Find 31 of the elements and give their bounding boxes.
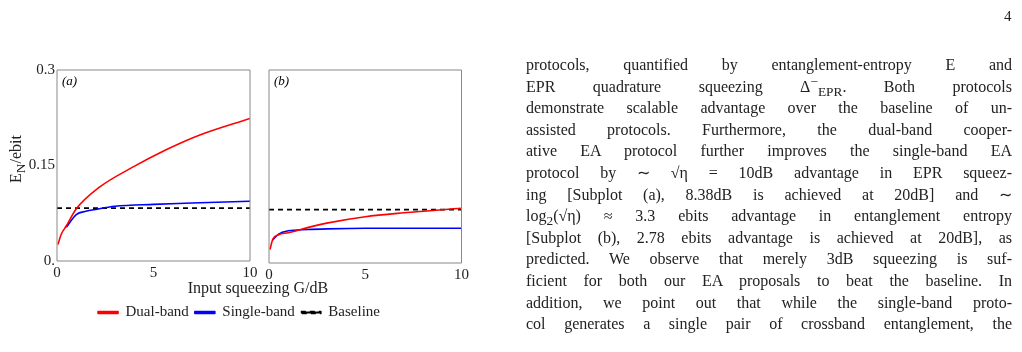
x-tick-label: 5 <box>149 263 158 280</box>
text: protocols, quantified by entanglement-entropy E and <box>526 56 1012 73</box>
text: demonstrate scalable advantage over the baseline of un- <box>526 98 1012 119</box>
x-tick-label: 0 <box>265 265 273 282</box>
legend-label: Dual-band <box>125 303 190 320</box>
x-tick-label: 10 <box>454 265 469 282</box>
y-tick-label: 0.3 <box>36 60 55 77</box>
y-tick-label: 0. <box>43 251 55 268</box>
line-series <box>65 200 250 229</box>
text: addition, we point out that while the single-band proto- <box>526 292 1012 314</box>
text: EPR quadrature squeezing Δ$^{−}$$_{EPR}$. Both protocols <box>526 73 1013 99</box>
x-tick-label: 10 <box>242 263 258 280</box>
text: predicted. We observe that merely 3dB squeezing is suf- <box>526 249 1012 270</box>
text: col generates a single pair of crossband entanglement, the <box>526 314 1012 335</box>
text: log$_{2}$(√η) ≈ 3.3 ebits advantage in entanglement entropy <box>526 206 1012 229</box>
annotation: (a) <box>62 72 78 88</box>
text: ing [Subplot (a), 8.38dB is achieved at 20dB] and ∼ <box>526 184 1012 206</box>
x-tick-label: 0 <box>53 263 61 280</box>
text: [Subplot (b), 2.78 ebits advantage is achieved at 20dB], as <box>526 227 1012 249</box>
text: protocol by ∼ √η = 10dB advantage in EPR squeez- <box>526 162 1012 184</box>
line-series <box>57 117 250 246</box>
legend-label: Baseline <box>328 303 381 320</box>
legend-label: Single-band <box>222 303 296 320</box>
x-tick-label: 5 <box>361 265 369 282</box>
annotation: (b) <box>274 72 290 88</box>
text: ative EA protocol further improves the single-band EA <box>526 141 1012 162</box>
y-tick-label: 0.15 <box>28 156 55 173</box>
text: ficient for both our EA proposals to beat the baseline. In <box>526 270 1012 292</box>
x-axis-title: Input squeezing G/dB <box>187 279 329 296</box>
text: 4 <box>1004 8 1012 25</box>
text: assisted protocols. Furthermore, the dual-band cooper- <box>526 119 1012 141</box>
